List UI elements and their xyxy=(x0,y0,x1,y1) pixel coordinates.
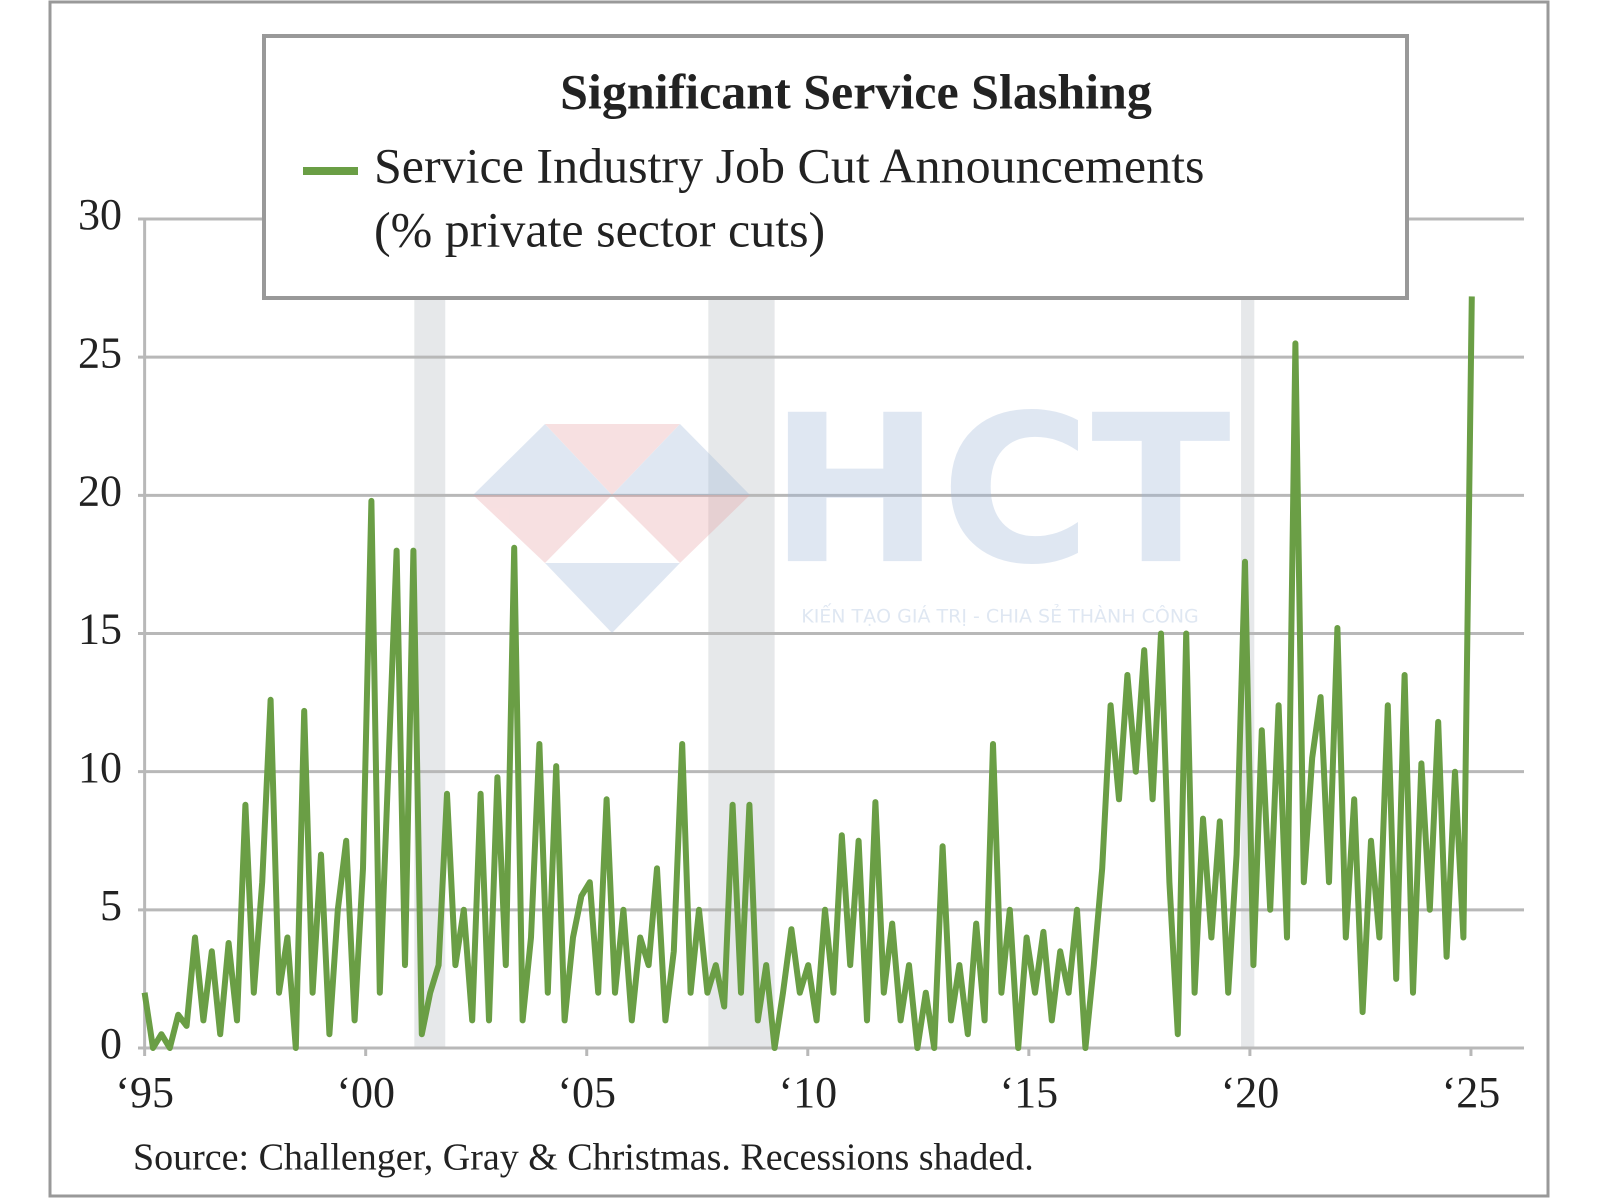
watermark-shape xyxy=(612,424,750,495)
watermark: HCT KIẾN TẠO GIÁ TRỊ - CHIA SẺ THÀNH CÔN… xyxy=(473,372,1231,633)
y-tick-label: 25 xyxy=(78,328,122,377)
watermark-shape xyxy=(545,424,680,495)
y-axis-label: (% private sector cuts) xyxy=(374,201,825,257)
x-tick-label: ‘15 xyxy=(1000,1068,1059,1117)
chart-title: Significant Service Slashing xyxy=(560,63,1152,119)
watermark-shape xyxy=(545,563,680,633)
x-tick-label: ‘05 xyxy=(557,1068,616,1117)
watermark-shape xyxy=(473,424,612,495)
y-tick-label: 5 xyxy=(100,881,122,930)
x-tick-label: ‘20 xyxy=(1221,1068,1280,1117)
watermark-shape xyxy=(473,495,612,563)
y-tick-label: 30 xyxy=(78,190,122,239)
watermark-shape xyxy=(612,495,750,563)
x-tick-label: ‘25 xyxy=(1442,1068,1501,1117)
y-tick-label: 10 xyxy=(78,743,122,792)
y-tick-label: 0 xyxy=(100,1019,122,1068)
watermark-slogan: KIẾN TẠO GIÁ TRỊ - CHIA SẺ THÀNH CÔNG xyxy=(801,603,1199,628)
legend-box xyxy=(262,34,1409,300)
x-tick-label: ‘00 xyxy=(336,1068,395,1117)
source-note: Source: Challenger, Gray & Christmas. Re… xyxy=(133,1137,1034,1179)
watermark-logo: HCT xyxy=(769,372,1231,610)
x-tick-label: ‘10 xyxy=(778,1068,837,1117)
legend: Significant Service Slashing Service Ind… xyxy=(262,34,1409,300)
series-line xyxy=(141,296,1475,1051)
y-tick-label: 15 xyxy=(78,605,122,654)
plot-area: 0 5 10 15 20 25 30 ‘95 ‘00 ‘05 ‘10 ‘15 ‘20 ‘25 xyxy=(78,190,1524,1117)
y-tick-label: 20 xyxy=(78,466,122,515)
x-tick-label: ‘95 xyxy=(115,1068,174,1117)
legend-label: Service Industry Job Cut Announcements xyxy=(374,137,1204,193)
